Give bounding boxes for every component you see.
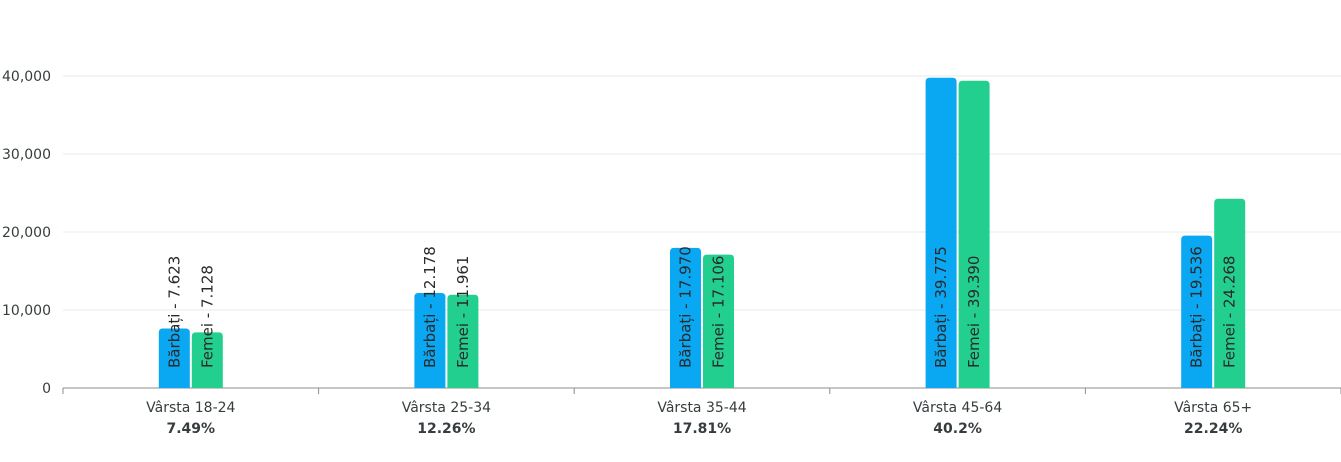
bar-barbati — [925, 77, 957, 388]
x-category-label: Vârsta 35-44 — [657, 400, 746, 416]
bar-barbati — [158, 328, 190, 388]
bar-data-label: Bărbați - 7.623 — [165, 256, 183, 368]
bar-data-label: Femei - 7.128 — [198, 265, 216, 368]
bar-barbati — [414, 293, 446, 388]
x-category-label: Vârsta 65+ — [1174, 400, 1252, 416]
axes: 0 10,000 20,000 30,000 40,000 Vârsta 18-24 7.4… — [2, 69, 1341, 437]
bar-femei — [1214, 198, 1246, 388]
bar-barbati — [1181, 235, 1213, 388]
bar-data-label: Bărbați - 17.970 — [677, 246, 695, 368]
x-category-percentage: 22.24% — [1184, 421, 1242, 437]
bar-data-label: Femei - 24.268 — [1221, 256, 1239, 368]
y-tick-label: 30,000 — [2, 147, 51, 163]
bar-femei — [958, 80, 990, 389]
bar-data-label: Femei - 17.106 — [710, 256, 728, 368]
y-tick-label: 20,000 — [2, 225, 51, 241]
bar-femei — [703, 254, 734, 388]
bar-femei — [191, 332, 223, 388]
x-category-label: Vârsta 18-24 — [146, 400, 235, 416]
bar-data-label: Bărbați - 19.536 — [1188, 246, 1206, 368]
bar-data-label: Femei - 11.961 — [454, 256, 472, 368]
x-category-percentage: 17.81% — [673, 421, 731, 437]
bar-barbati — [670, 247, 701, 388]
y-tick-label: 40,000 — [2, 69, 51, 85]
bar-data-label: Bărbați - 12.178 — [421, 246, 439, 368]
bars — [158, 77, 1246, 389]
grid-lines — [63, 75, 1341, 311]
x-category-percentage: 12.26% — [417, 421, 475, 437]
y-tick-label: 10,000 — [2, 303, 51, 319]
x-category-label: Vârsta 25-34 — [402, 400, 491, 416]
y-tick-label: 0 — [42, 381, 51, 397]
x-category-percentage: 40.2% — [933, 421, 982, 437]
bar-labels: Bărbați - 7.623 Femei - 7.128 Bărbați - 12… — [165, 246, 1238, 368]
x-category-percentage: 7.49% — [167, 421, 216, 437]
x-category-label: Vârsta 45-64 — [913, 400, 1002, 416]
bar-femei — [447, 294, 479, 388]
bar-data-label: Bărbați - 39.775 — [932, 246, 950, 368]
bar-data-label: Femei - 39.390 — [965, 256, 983, 368]
